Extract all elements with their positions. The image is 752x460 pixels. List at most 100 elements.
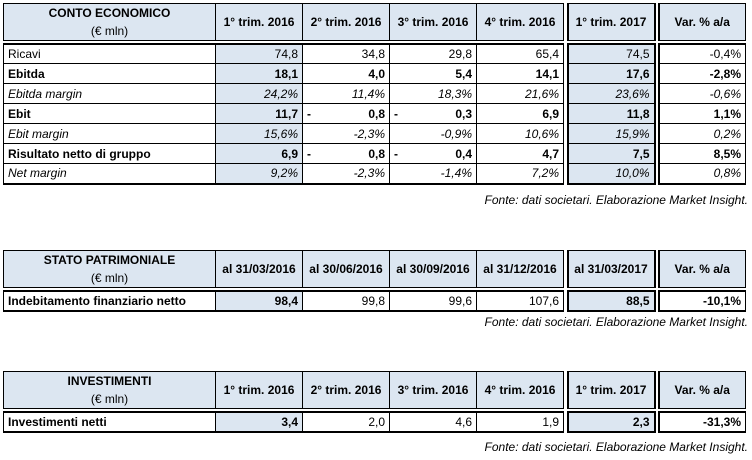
table-cell: 2,0	[302, 410, 390, 433]
table-cell: 15,6%	[215, 123, 303, 144]
table-cell: -0,4%	[657, 42, 746, 64]
minus-sign: -	[394, 146, 398, 161]
column-header: 3° trim. 2016	[389, 3, 477, 41]
table-cell: 23,6%	[566, 83, 656, 104]
table-cell: 1,1%	[657, 103, 746, 124]
table-cell: 107,6	[476, 289, 564, 312]
conto-economico-title: CONTO ECONOMICO (€ mln)	[3, 3, 216, 41]
source-note: Fonte: dati societari. Elaborazione Mark…	[484, 440, 748, 454]
minus-sign: -	[394, 106, 398, 121]
row-label: Ebitda	[3, 63, 216, 84]
investimenti-table: INVESTIMENTI (€ mln) 1° trim. 2016 2° tri…	[3, 371, 746, 433]
table-cell: 6,9	[476, 103, 564, 124]
table-cell: 15,9%	[566, 123, 656, 144]
column-header: Var. % a/a	[657, 250, 746, 288]
column-header: 3° trim. 2016	[389, 371, 477, 409]
table-cell: 8,5%	[657, 143, 746, 164]
table-cell: -2,3%	[302, 163, 390, 185]
column-header: al 31/03/2016	[215, 250, 303, 288]
table-cell: -0,6%	[657, 83, 746, 104]
table-cell: -2,3%	[302, 123, 390, 144]
table-cell: 24,2%	[215, 83, 303, 104]
column-header: 2° trim. 2016	[302, 3, 390, 41]
table-cell: 6,9	[215, 143, 303, 164]
table-cell: 29,8	[389, 42, 477, 64]
table-cell: 10,6%	[476, 123, 564, 144]
row-label: Indebitamento finanziario netto	[3, 289, 216, 312]
table-cell: 7,5	[566, 143, 656, 164]
table-cell: 17,6	[566, 63, 656, 84]
row-label: Net margin	[3, 163, 216, 185]
table-cell: 99,6	[389, 289, 477, 312]
column-header: al 31/12/2016	[476, 250, 564, 288]
minus-sign: -	[307, 106, 311, 121]
table-cell: 21,6%	[476, 83, 564, 104]
conto-economico-header-row: CONTO ECONOMICO (€ mln) 1° trim. 2016 2° …	[3, 3, 746, 41]
table-cell: 9,2%	[215, 163, 303, 185]
row-label: Risultato netto di gruppo	[3, 143, 216, 164]
table-cell: 11,8	[566, 103, 656, 124]
table-cell: -0,4	[389, 143, 477, 164]
table-row: Risultato netto di gruppo 6,9 -0,8 -0,4 …	[3, 143, 746, 164]
table-cell: 5,4	[389, 63, 477, 84]
table-cell: 10,0%	[566, 163, 656, 185]
column-header: al 30/09/2016	[389, 250, 477, 288]
table-cell: 65,4	[476, 42, 564, 64]
table-cell: 3,4	[215, 410, 303, 433]
table-cell: -0,8	[302, 143, 390, 164]
table-cell: -2,8%	[657, 63, 746, 84]
table-cell: -0,8	[302, 103, 390, 124]
table-cell: -1,4%	[389, 163, 477, 185]
minus-sign: -	[307, 146, 311, 161]
row-label: Ricavi	[3, 42, 216, 64]
column-header: 1° trim. 2016	[215, 3, 303, 41]
table-cell: 74,5	[566, 42, 656, 64]
table-cell: 11,4%	[302, 83, 390, 104]
table-cell: 88,5	[566, 289, 656, 312]
row-label: Investimenti netti	[3, 410, 216, 433]
column-header: al 30/06/2016	[302, 250, 390, 288]
column-header: Var. % a/a	[657, 3, 746, 41]
table-row: Ebitda margin 24,2% 11,4% 18,3% 21,6% 23…	[3, 83, 746, 104]
table-row: Investimenti netti 3,4 2,0 4,6 1,9 2,3 -…	[3, 410, 746, 433]
row-label: Ebitda margin	[3, 83, 216, 104]
table-cell: 0,8%	[657, 163, 746, 185]
table-cell: 99,8	[302, 289, 390, 312]
table-cell: 18,3%	[389, 83, 477, 104]
table-cell: -10,1%	[657, 289, 746, 312]
table-row: Ebit margin 15,6% -2,3% -0,9% 10,6% 15,9…	[3, 123, 746, 144]
table-cell: 4,6	[389, 410, 477, 433]
source-note: Fonte: dati societari. Elaborazione Mark…	[484, 315, 748, 329]
table-row: Net margin 9,2% -2,3% -1,4% 7,2% 10,0% 0…	[3, 163, 746, 185]
table-row: Ebitda 18,1 4,0 5,4 14,1 17,6 -2,8%	[3, 63, 746, 84]
stato-patrimoniale-table: STATO PATRIMONIALE (€ mln) al 31/03/2016 …	[3, 250, 746, 312]
row-label: Ebit margin	[3, 123, 216, 144]
table-cell: 98,4	[215, 289, 303, 312]
table-cell: 34,8	[302, 42, 390, 64]
source-note: Fonte: dati societari. Elaborazione Mark…	[484, 193, 748, 207]
table-row: Ebit 11,7 -0,8 -0,3 6,9 11,8 1,1%	[3, 103, 746, 124]
column-header: 1° trim. 2017	[566, 3, 656, 41]
column-header: Var. % a/a	[657, 371, 746, 409]
table-cell: -0,9%	[389, 123, 477, 144]
table-row: Indebitamento finanziario netto 98,4 99,…	[3, 289, 746, 312]
investimenti-header-row: INVESTIMENTI (€ mln) 1° trim. 2016 2° tri…	[3, 371, 746, 409]
column-header: 4° trim. 2016	[476, 371, 564, 409]
table-row: Ricavi 74,8 34,8 29,8 65,4 74,5 -0,4%	[3, 42, 746, 64]
table-cell: 74,8	[215, 42, 303, 64]
column-header: 1° trim. 2016	[215, 371, 303, 409]
conto-economico-table: CONTO ECONOMICO (€ mln) 1° trim. 2016 2° …	[3, 3, 746, 185]
stato-patrimoniale-header-row: STATO PATRIMONIALE (€ mln) al 31/03/2016 …	[3, 250, 746, 288]
table-cell: 14,1	[476, 63, 564, 84]
table-cell: 4,0	[302, 63, 390, 84]
table-cell: 0,2%	[657, 123, 746, 144]
table-cell: 18,1	[215, 63, 303, 84]
row-label: Ebit	[3, 103, 216, 124]
column-header: 2° trim. 2016	[302, 371, 390, 409]
column-header: 1° trim. 2017	[566, 371, 656, 409]
table-cell: 2,3	[566, 410, 656, 433]
column-header: al 31/03/2017	[566, 250, 656, 288]
stato-patrimoniale-title: STATO PATRIMONIALE (€ mln)	[3, 250, 216, 288]
table-cell: -31,3%	[657, 410, 746, 433]
table-cell: 4,7	[476, 143, 564, 164]
